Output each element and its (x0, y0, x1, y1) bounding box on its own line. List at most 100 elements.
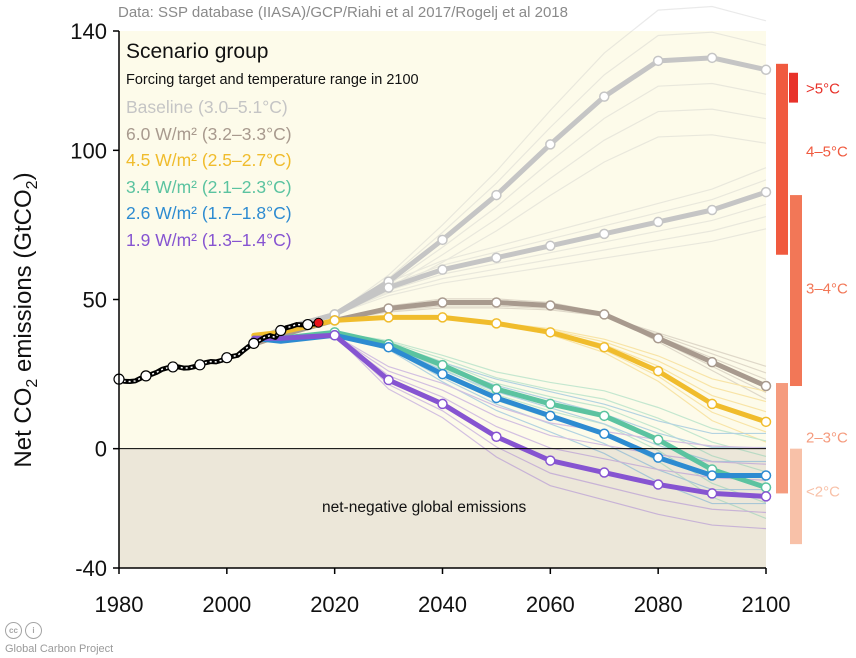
series-point (652, 55, 664, 67)
series-point (491, 189, 502, 201)
legend-title: Scenario group (126, 40, 269, 63)
legend-item-6-0: 6.0 W/m² (3.2–3.3°C) (126, 123, 292, 144)
series-point (545, 240, 556, 252)
data-source: Data: SSP database (IIASA)/GCP/Riahi et … (118, 4, 568, 21)
series-point (760, 64, 772, 76)
legend-item-3-4: 3.4 W/m² (2.1–2.3°C) (126, 176, 292, 197)
series-point (652, 479, 664, 490)
series-point (437, 264, 448, 275)
legend-item-baseline: Baseline (3.0–5.1°C) (126, 97, 288, 117)
x-tick-label: 2100 (742, 592, 791, 617)
series-point (652, 434, 664, 445)
series-point (599, 91, 610, 102)
net-negative-annotation: net-negative global emissions (322, 499, 527, 516)
series-point (545, 300, 556, 311)
historical-point (221, 352, 233, 364)
y-tick-label: 100 (70, 138, 107, 163)
series-point (437, 398, 448, 410)
legend-item-4-5: 4.5 W/m² (2.5–2.7°C) (126, 150, 292, 170)
series-point (760, 186, 772, 198)
series-point (491, 392, 502, 404)
series-point (706, 488, 718, 499)
series-point (599, 410, 610, 422)
series-point (760, 380, 772, 392)
cc-icon: cc (5, 622, 22, 639)
series-point (545, 455, 556, 466)
series-point (383, 341, 394, 353)
credit: Global Carbon Project (5, 643, 114, 655)
series-point (491, 318, 502, 329)
temperature-label: 4–5°C (806, 143, 848, 160)
x-tick-label: 2000 (202, 592, 251, 617)
historical-point (167, 361, 179, 373)
series-point (760, 482, 772, 493)
historical-point (275, 324, 287, 337)
series-point (491, 383, 502, 395)
series-point (437, 359, 448, 371)
historical-point (248, 337, 260, 349)
series-point (652, 333, 664, 344)
series-point (437, 297, 448, 308)
x-tick-label: 1980 (95, 592, 144, 617)
series-point (706, 398, 718, 410)
series-point (599, 467, 610, 478)
series-point (491, 297, 502, 308)
historical-point (194, 359, 206, 371)
series-point (760, 491, 772, 502)
series-point (545, 410, 556, 422)
series-point (599, 428, 610, 439)
series-point (329, 330, 340, 341)
series-point (652, 216, 664, 228)
temperature-label: <2°C (806, 483, 840, 500)
legend-item-2-6: 2.6 W/m² (1.7–1.8°C) (126, 203, 292, 223)
negative-region (119, 448, 766, 568)
temperature-bar (790, 195, 802, 387)
series-6 (251, 330, 772, 502)
series-point (437, 312, 448, 323)
legend-subtitle: Forcing target and temperature range in … (126, 72, 419, 88)
series-point (545, 139, 556, 150)
license-icons: cc i (5, 622, 42, 639)
series-point (545, 327, 556, 338)
historical-point (302, 318, 314, 331)
by-icon: i (25, 622, 42, 639)
series-point (760, 416, 772, 428)
x-tick-label: 2020 (310, 592, 359, 617)
legend-item-1-9: 1.9 W/m² (1.3–1.4°C) (126, 229, 292, 250)
series-point (329, 315, 340, 326)
series-point (383, 282, 394, 293)
y-tick-label: 0 (95, 437, 107, 462)
series-point (599, 228, 610, 240)
temperature-label: >5°C (806, 81, 840, 98)
x-tick-label: 2040 (418, 592, 467, 617)
series-point (599, 309, 610, 320)
series-point (706, 204, 718, 216)
series-point (383, 303, 394, 314)
series-point (652, 452, 664, 463)
y-tick-label: -40 (75, 556, 107, 581)
temperature-label: 3–4°C (806, 281, 848, 298)
legend: Scenario group Forcing target and temper… (126, 40, 419, 253)
temperature-bar (776, 383, 788, 494)
y-tick-label: 140 (70, 19, 107, 44)
series-point (545, 398, 556, 410)
series-point (491, 252, 502, 263)
series-point (491, 431, 502, 442)
series-point (706, 356, 718, 368)
series-point (437, 234, 448, 246)
temperature-bar (776, 63, 788, 255)
historical-point (140, 370, 152, 382)
y-axis-label: Net CO2 emissions (GtCO2) (10, 172, 41, 468)
series-point (437, 368, 448, 380)
temperature-bar (790, 448, 802, 545)
series-point (760, 470, 772, 481)
x-tick-label: 2060 (526, 592, 575, 617)
series-point (599, 341, 610, 353)
series-point (706, 470, 718, 481)
temperature-bar (789, 72, 798, 103)
series-point (383, 374, 394, 386)
x-tick-label: 2080 (634, 592, 683, 617)
latest-point (313, 317, 324, 328)
temperature-label: 2–3°C (806, 430, 848, 447)
